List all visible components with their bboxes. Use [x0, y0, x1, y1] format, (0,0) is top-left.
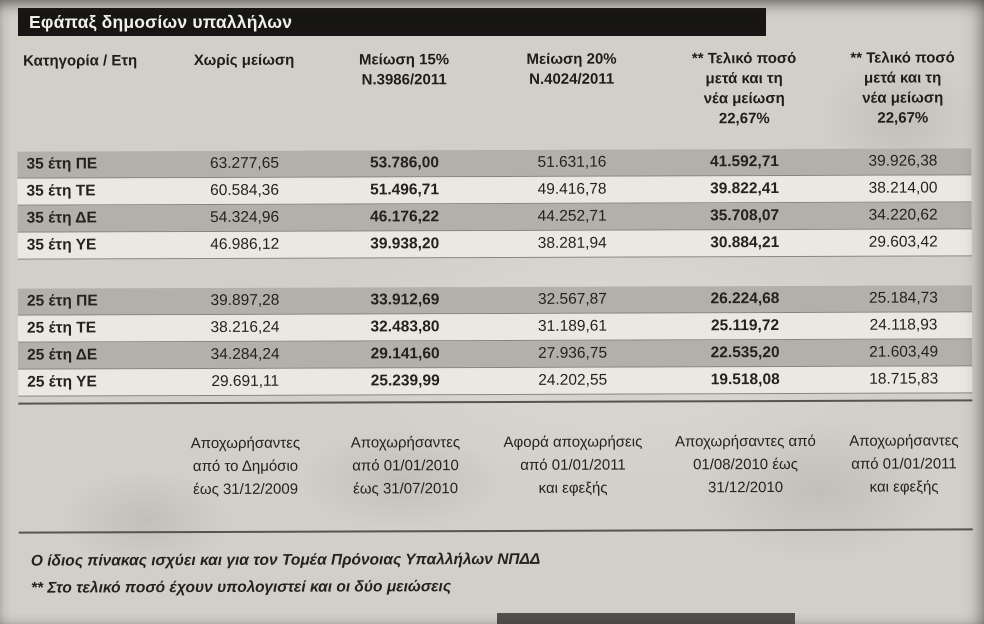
cell-final-amount-1: 35.708,07: [710, 207, 780, 225]
cell-reduction-15: 32.483,80: [370, 318, 440, 336]
cell-category: 35 έτη ΤΕ: [26, 182, 96, 200]
note-final-amount-2: Αποχωρήσαντες από 01/01/2011 και εφεξής: [849, 432, 959, 496]
cell-reduction-15: 53.786,00: [369, 154, 439, 172]
cell-reduction-20: 51.631,16: [537, 153, 607, 171]
footnote-both-reductions: ** Στο τελικό ποσό έχουν υπολογιστεί και…: [30, 578, 452, 597]
note-reduction-20: Αφορά αποχωρήσεις από 01/01/2011 και εφε…: [503, 433, 643, 497]
cell-reduction-20: 27.936,75: [538, 344, 608, 362]
lump-sum-table: Κατηγορία / Ετη Χωρίς μείωση Μείωση 15% …: [17, 40, 973, 601]
cell-final-amount-2: 18.715,83: [869, 370, 939, 388]
spacer-cell: [18, 432, 170, 502]
cell-final-amount-2: 25.184,73: [868, 289, 938, 307]
cell-reduction-20: 44.252,71: [537, 207, 607, 225]
cell-no-reduction: 63.277,65: [209, 154, 279, 172]
note-final-amount-1: Αποχωρήσαντες από 01/08/2010 έως 31/12/2…: [674, 432, 816, 497]
cell-no-reduction: 54.324,96: [210, 208, 280, 226]
cell-reduction-15: 33.912,69: [370, 291, 440, 309]
col-header-reduction-15: Μείωση 15% Ν.3986/2011: [359, 51, 450, 89]
table-title-bar: Εφάπαξ δημοσίων υπαλλήλων: [18, 8, 766, 36]
table-row-35-ye: 35 έτη ΥΕ 46.986,12 39.938,20 38.281,94 …: [17, 229, 972, 260]
cell-no-reduction: 39.897,28: [210, 291, 280, 309]
cell-final-amount-2: 39.926,38: [868, 152, 938, 170]
cell-reduction-20: 24.202,55: [538, 371, 608, 389]
table-row-25-de: 25 έτη ΔΕ 34.284,24 29.141,60 27.936,75 …: [18, 339, 973, 370]
table-row-35-pe: 35 έτη ΠΕ 63.277,65 53.786,00 51.631,16 …: [17, 148, 972, 179]
cell-reduction-20: 38.281,94: [537, 234, 607, 252]
cell-reduction-15: 25.239,99: [370, 372, 440, 390]
cell-category: 25 έτη ΤΕ: [26, 319, 97, 337]
cell-reduction-20: 31.189,61: [538, 317, 608, 335]
cell-no-reduction: 46.986,12: [210, 235, 280, 253]
cell-category: 25 έτη ΠΕ: [26, 292, 98, 310]
cell-no-reduction: 34.284,24: [210, 345, 280, 363]
group-35-years: 35 έτη ΠΕ 63.277,65 53.786,00 51.631,16 …: [17, 148, 972, 260]
col-header-final-amount-2: ** Τελικό ποσό μετά και τη νέα μείωση 22…: [850, 49, 955, 127]
col-header-no-reduction: Χωρίς μείωση: [193, 51, 295, 70]
horizontal-divider: [18, 399, 973, 405]
cell-category: 35 έτη ΥΕ: [26, 236, 97, 254]
table-title: Εφάπαξ δημοσίων υπαλλήλων: [29, 11, 293, 32]
col-header-category: Κατηγορία / Ετη: [23, 52, 138, 70]
cell-no-reduction: 60.584,36: [210, 181, 280, 199]
cell-final-amount-2: 29.603,42: [868, 233, 938, 251]
cell-reduction-20: 32.567,87: [537, 290, 607, 308]
cell-final-amount-2: 34.220,62: [868, 206, 938, 224]
cell-category: 25 έτη ΥΕ: [27, 373, 97, 391]
cell-final-amount-1: 26.224,68: [710, 290, 780, 308]
table-row-25-ye: 25 έτη ΥΕ 29.691,11 25.239,99 24.202,55 …: [18, 366, 973, 397]
table-row-25-pe: 25 έτη ΠΕ 39.897,28 33.912,69 32.567,87 …: [17, 285, 972, 316]
footnotes-block: Ο ίδιος πίνακας ισχύει και για τον Τομέα…: [19, 544, 973, 601]
cell-reduction-15: 29.141,60: [370, 345, 440, 363]
horizontal-divider: [18, 528, 973, 534]
cell-final-amount-1: 30.884,21: [710, 234, 780, 252]
table-header-row: Κατηγορία / Ετη Χωρίς μείωση Μείωση 15% …: [17, 40, 971, 147]
cell-reduction-15: 51.496,71: [370, 181, 440, 199]
note-reduction-15: Αποχωρήσαντες από 01/01/2010 έως 31/07/2…: [350, 434, 461, 498]
cell-reduction-20: 49.416,78: [537, 180, 607, 198]
col-header-final-amount-1: ** Τελικό ποσό μετά και τη νέα μείωση 22…: [691, 49, 797, 128]
group-separator: [18, 256, 972, 288]
cell-final-amount-2: 21.603,49: [869, 343, 939, 361]
cell-final-amount-1: 22.535,20: [710, 344, 780, 362]
table-row-35-te: 35 έτη ΤΕ 60.584,36 51.496,71 49.416,78 …: [17, 175, 972, 206]
table-row-35-de: 35 έτη ΔΕ 54.324,96 46.176,22 44.252,71 …: [17, 202, 972, 233]
cell-no-reduction: 38.216,24: [210, 318, 280, 336]
cell-reduction-15: 46.176,22: [370, 208, 440, 226]
cell-category: 35 έτη ΔΕ: [26, 209, 97, 227]
cell-final-amount-2: 38.214,00: [868, 179, 938, 197]
cell-category: 35 έτη ΠΕ: [26, 155, 98, 173]
column-notes-row: Αποχωρήσαντες από το Δημόσιο έως 31/12/2…: [18, 429, 972, 501]
group-25-years: 25 έτη ΠΕ 39.897,28 33.912,69 32.567,87 …: [17, 285, 973, 397]
cell-final-amount-1: 19.518,08: [710, 371, 780, 389]
cell-final-amount-1: 39.822,41: [710, 180, 780, 198]
cropped-next-article-bar: [497, 613, 795, 624]
cell-reduction-15: 39.938,20: [370, 235, 440, 253]
note-no-reduction: Αποχωρήσαντες από το Δημόσιο έως 31/12/2…: [190, 434, 301, 499]
cell-category: 25 έτη ΔΕ: [27, 346, 98, 364]
table-row-25-te: 25 έτη ΤΕ 38.216,24 32.483,80 31.189,61 …: [17, 312, 973, 343]
cell-final-amount-1: 25.119,72: [710, 317, 780, 335]
footnote-same-table: Ο ίδιος πίνακας ισχύει και για τον Τομέα…: [30, 550, 541, 570]
cell-no-reduction: 29.691,11: [211, 372, 280, 390]
col-header-reduction-20: Μείωση 20% Ν.4024/2011: [526, 50, 617, 88]
cell-final-amount-1: 41.592,71: [709, 153, 779, 171]
cell-final-amount-2: 24.118,93: [869, 316, 938, 334]
